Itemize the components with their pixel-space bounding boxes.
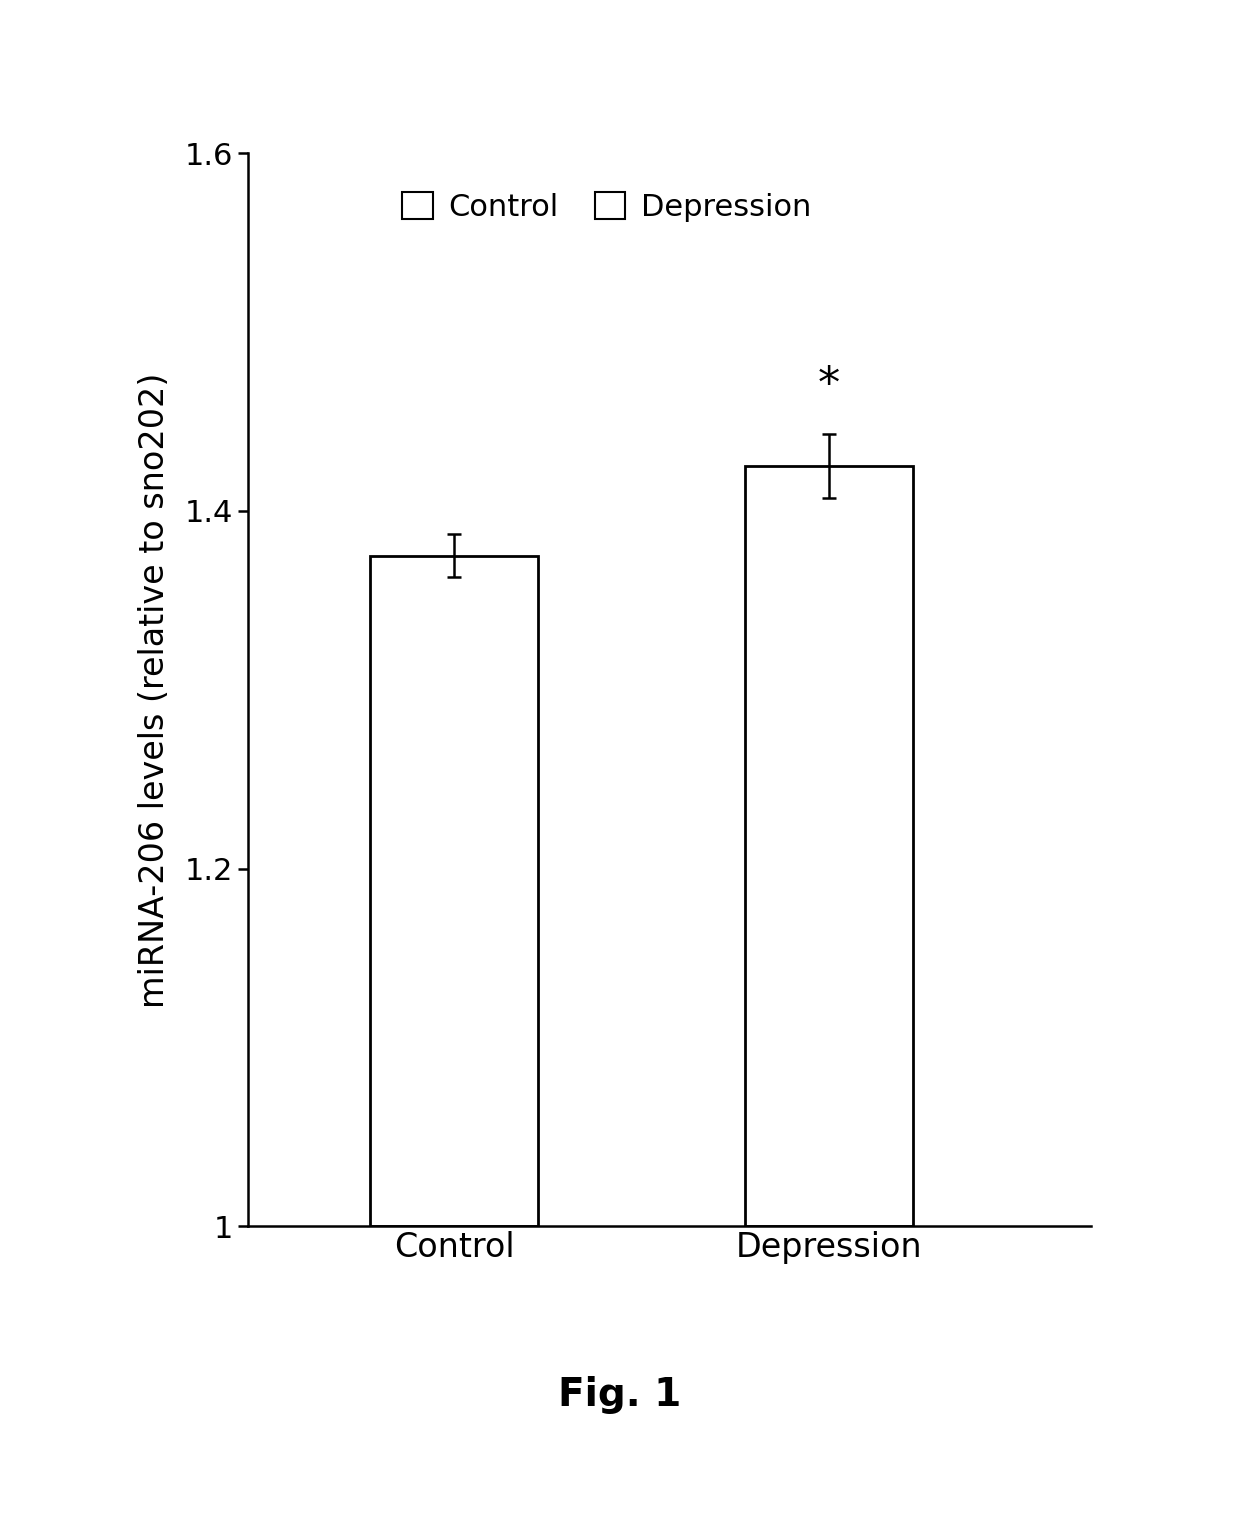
Bar — [744, 466, 913, 1226]
Legend: Control, Depression: Control, Depression — [389, 179, 823, 235]
Y-axis label: miRNA-206 levels (relative to sno202): miRNA-206 levels (relative to sno202) — [138, 373, 171, 1007]
Text: *: * — [817, 365, 839, 408]
Text: Fig. 1: Fig. 1 — [558, 1377, 682, 1413]
Bar — [370, 556, 538, 1226]
